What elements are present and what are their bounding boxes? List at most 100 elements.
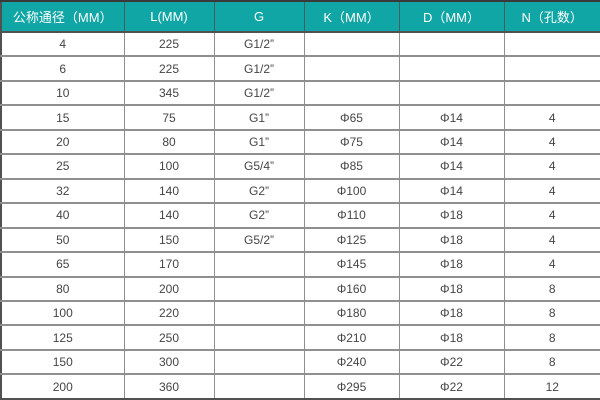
table-cell: G1/2” [213, 55, 305, 82]
table-cell: Φ14 [398, 153, 505, 180]
table-cell [503, 79, 600, 107]
table-header: 公称通径（MM） L(MM) G K（MM） D（MM） N（孔数） [0, 0, 600, 33]
table-cell: Φ125 [303, 226, 400, 254]
table-cell: 4 [0, 30, 125, 58]
table-cell [398, 79, 505, 107]
table-cell: 200 [123, 275, 215, 303]
table-cell: 140 [123, 177, 215, 205]
table-cell: Φ145 [303, 251, 400, 278]
table-cell [398, 30, 505, 58]
table-row: 65 170 Φ145 Φ18 4 [0, 251, 600, 278]
table-cell [303, 30, 400, 58]
table-cell: Φ295 [303, 373, 400, 400]
table-cell: 12 [503, 373, 600, 400]
table-cell [503, 30, 600, 58]
table-row: 20 80 G1” Φ75 Φ14 4 [0, 128, 600, 156]
table-cell: Φ160 [303, 275, 400, 303]
table-cell: Φ14 [398, 177, 505, 205]
table-cell: G1/2” [213, 79, 305, 107]
header-row: 公称通径（MM） L(MM) G K（MM） D（MM） N（孔数） [0, 0, 600, 33]
table-cell: Φ85 [303, 153, 400, 180]
table-cell: G1” [213, 128, 305, 156]
header-nominal-diameter: 公称通径（MM） [0, 0, 125, 33]
table-cell: 8 [503, 348, 600, 376]
table-cell: 250 [123, 324, 215, 351]
table-cell: Φ65 [303, 104, 400, 131]
table-row: 15 75 G1” Φ65 Φ14 4 [0, 104, 600, 131]
table-cell [503, 55, 600, 82]
table-row: 100 220 Φ180 Φ18 8 [0, 299, 600, 327]
table-cell: 4 [503, 177, 600, 205]
table-cell: Φ18 [398, 202, 505, 229]
table-cell [303, 55, 400, 82]
table-cell: 170 [123, 251, 215, 278]
table-cell: Φ22 [398, 348, 505, 376]
header-hole-diameter-d: D（MM） [398, 0, 505, 33]
table-cell: Φ75 [303, 128, 400, 156]
table-cell: Φ18 [398, 324, 505, 351]
table-row: 50 150 G5/2” Φ125 Φ18 4 [0, 226, 600, 254]
table-cell: 15 [0, 104, 125, 131]
table-cell: 6 [0, 55, 125, 82]
table-cell: Φ14 [398, 104, 505, 131]
table-cell: 100 [0, 299, 125, 327]
table-cell: 20 [0, 128, 125, 156]
table-cell: 8 [503, 324, 600, 351]
table-cell: 50 [0, 226, 125, 254]
table-row: 40 140 G2” Φ110 Φ18 4 [0, 202, 600, 229]
table-cell: Φ18 [398, 299, 505, 327]
header-hole-count-n: N（孔数） [503, 0, 600, 33]
table-cell: 4 [503, 251, 600, 278]
table-cell: G5/4” [213, 153, 305, 180]
table-cell: 150 [0, 348, 125, 376]
table-cell: Φ180 [303, 299, 400, 327]
table-row: 32 140 G2” Φ100 Φ14 4 [0, 177, 600, 205]
table-cell: 40 [0, 202, 125, 229]
table-cell [213, 251, 305, 278]
table-cell: 4 [503, 104, 600, 131]
table-cell: 32 [0, 177, 125, 205]
table-cell: Φ18 [398, 251, 505, 278]
table-cell: 150 [123, 226, 215, 254]
table-cell: G2” [213, 202, 305, 229]
table-cell [303, 79, 400, 107]
table-cell: Φ100 [303, 177, 400, 205]
table-cell: 8 [503, 275, 600, 303]
table-cell: 80 [123, 128, 215, 156]
table-cell: Φ18 [398, 275, 505, 303]
table-cell: G2” [213, 177, 305, 205]
table-cell: 80 [0, 275, 125, 303]
table-cell: 65 [0, 251, 125, 278]
table-cell: Φ18 [398, 226, 505, 254]
table-cell [213, 348, 305, 376]
table-row: 150 300 Φ240 Φ22 8 [0, 348, 600, 376]
table-cell: 10 [0, 79, 125, 107]
table-cell: G1/2” [213, 30, 305, 58]
table-cell: 200 [0, 373, 125, 400]
table-cell: 140 [123, 202, 215, 229]
table-cell: 4 [503, 128, 600, 156]
table-cell: 225 [123, 30, 215, 58]
table-cell: 8 [503, 299, 600, 327]
table-cell: 360 [123, 373, 215, 400]
table-cell: 75 [123, 104, 215, 131]
table-cell: Φ240 [303, 348, 400, 376]
table-cell: 25 [0, 153, 125, 180]
table-cell: Φ14 [398, 128, 505, 156]
header-thread-g: G [213, 0, 305, 33]
table-cell: G1” [213, 104, 305, 131]
table-cell: Φ110 [303, 202, 400, 229]
table-cell [398, 55, 505, 82]
table-cell: 220 [123, 299, 215, 327]
header-length-l: L(MM) [123, 0, 215, 33]
table-cell: 100 [123, 153, 215, 180]
table-row: 6 225 G1/2” [0, 55, 600, 82]
table-row: 80 200 Φ160 Φ18 8 [0, 275, 600, 303]
table-cell [213, 275, 305, 303]
table-row: 10 345 G1/2” [0, 79, 600, 107]
table-body: 4 225 G1/2” 6 225 G1/2” 10 345 G1/2” 15 75 G1” Φ65 Φ1… [0, 30, 600, 400]
table-cell [213, 324, 305, 351]
table-cell: 345 [123, 79, 215, 107]
table-row: 25 100 G5/4” Φ85 Φ14 4 [0, 153, 600, 180]
